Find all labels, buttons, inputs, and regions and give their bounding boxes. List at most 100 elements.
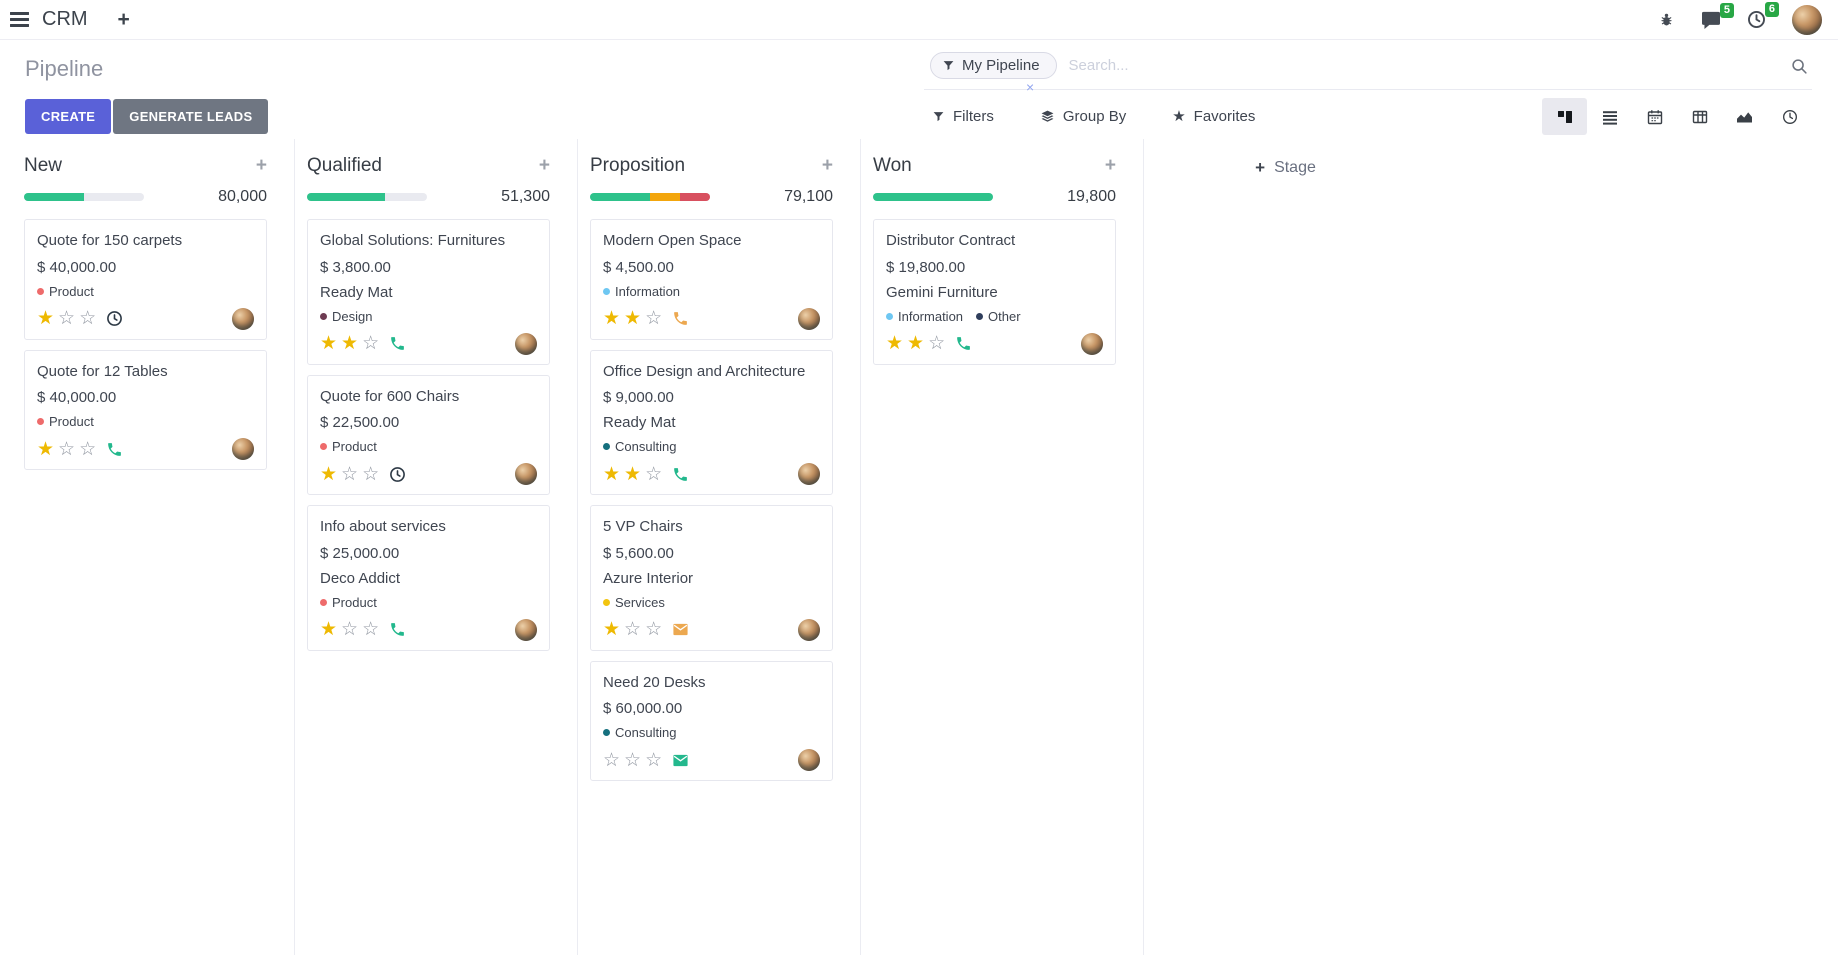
star-empty-icon[interactable]: ☆ — [624, 749, 642, 771]
kanban-card[interactable]: Distributor Contract $ 19,800.00 Gemini Fu… — [873, 219, 1116, 365]
filter-funnel-icon — [932, 110, 945, 123]
star-filled-icon[interactable]: ★ — [907, 333, 925, 354]
kanban-card[interactable]: Office Design and Architecture $ 9,000.00… — [590, 349, 833, 495]
tag-label: Product — [49, 283, 94, 299]
kanban-card[interactable]: Quote for 12 Tables $ 40,000.00 Product ★ ☆ ☆ — [24, 349, 267, 470]
tag-consulting: Consulting — [603, 439, 676, 454]
generate-leads-button[interactable]: GENERATE LEADS — [113, 99, 269, 134]
card-tags: Consulting — [603, 725, 820, 740]
add-stage-button[interactable]: + Stage — [1255, 157, 1316, 179]
star-filled-icon[interactable]: ★ — [624, 308, 642, 329]
activities-clock-icon[interactable]: 6 — [1747, 2, 1779, 29]
star-empty-icon[interactable]: ☆ — [341, 619, 359, 640]
kanban-board: New +80,000 Quote for 150 carpets $ 40,000.… — [0, 139, 1838, 955]
apps-menu-icon[interactable] — [10, 12, 29, 27]
calendar-view-button[interactable] — [1632, 98, 1677, 135]
phone-icon[interactable] — [672, 466, 689, 483]
column-quick-create-button[interactable]: + — [821, 155, 833, 176]
star-filled-icon[interactable]: ★ — [320, 619, 338, 640]
star-empty-icon[interactable]: ☆ — [58, 438, 76, 460]
favorites-menu[interactable]: ★ Favorites — [1172, 108, 1256, 125]
filters-menu[interactable]: Filters — [932, 108, 994, 125]
create-button[interactable]: CREATE — [25, 99, 112, 134]
phone-icon[interactable] — [955, 335, 972, 352]
star-filled-icon[interactable]: ★ — [603, 308, 621, 329]
tag-label: Services — [615, 594, 665, 610]
column-progressbar[interactable] — [307, 193, 427, 201]
activity-clock-icon[interactable] — [389, 466, 406, 483]
card-amount: $ 40,000.00 — [37, 258, 117, 276]
column-quick-create-button[interactable]: + — [538, 155, 550, 176]
star-empty-icon[interactable]: ☆ — [624, 619, 642, 640]
star-filled-icon[interactable]: ★ — [320, 333, 338, 354]
kanban-card[interactable]: Info about services $ 25,000.00 Deco Addic… — [307, 505, 550, 651]
user-avatar[interactable] — [1792, 4, 1822, 35]
column-progressbar[interactable] — [24, 193, 144, 201]
column-progressbar[interactable] — [590, 193, 710, 201]
column-quick-create-button[interactable]: + — [255, 155, 267, 176]
star-empty-icon[interactable]: ☆ — [362, 619, 380, 640]
star-filled-icon[interactable]: ★ — [603, 619, 621, 640]
kanban-card[interactable]: Global Solutions: Furnitures $ 3,800.00 Re… — [307, 219, 550, 365]
card-title: Distributor Contract — [886, 232, 1016, 249]
star-empty-icon[interactable]: ☆ — [79, 438, 97, 460]
card-priority-and-activity: ★ ★ ☆ — [320, 334, 406, 353]
messages-icon[interactable]: 5 — [1701, 2, 1734, 29]
star-empty-icon[interactable]: ☆ — [928, 333, 946, 354]
tag-information: Information — [886, 309, 963, 324]
star-filled-icon[interactable]: ★ — [886, 333, 904, 354]
graph-view-button[interactable] — [1722, 98, 1767, 135]
star-empty-icon[interactable]: ☆ — [58, 308, 76, 329]
star-empty-icon[interactable]: ☆ — [79, 308, 97, 329]
star-filled-icon[interactable]: ★ — [603, 463, 621, 485]
kanban-column-won: Won +19,800 Distributor Contract $ 19,800.0… — [861, 139, 1144, 955]
email-icon[interactable] — [672, 752, 689, 769]
phone-icon[interactable] — [389, 621, 406, 638]
tag-information: Information — [603, 284, 680, 299]
star-filled-icon[interactable]: ★ — [341, 333, 359, 354]
list-view-button[interactable] — [1587, 98, 1632, 135]
kanban-column-new: New +80,000 Quote for 150 carpets $ 40,000.… — [12, 139, 295, 955]
card-amount: $ 9,000.00 — [603, 389, 674, 406]
pivot-view-button[interactable] — [1677, 98, 1722, 135]
star-empty-icon[interactable]: ☆ — [341, 463, 359, 485]
activity-clock-icon[interactable] — [106, 310, 123, 327]
app-name[interactable]: CRM — [42, 8, 88, 30]
calendar-view-icon — [1647, 109, 1662, 124]
tag-label: Other — [988, 308, 1021, 324]
email-icon[interactable] — [672, 621, 689, 638]
debug-bug-icon[interactable] — [1658, 11, 1675, 28]
column-progressbar[interactable] — [873, 193, 993, 201]
star-empty-icon[interactable]: ☆ — [362, 333, 380, 354]
phone-icon[interactable] — [672, 310, 689, 327]
group-by-menu[interactable]: Group By — [1040, 108, 1126, 125]
star-empty-icon[interactable]: ☆ — [362, 463, 380, 485]
search-input[interactable] — [1066, 56, 1782, 75]
star-empty-icon[interactable]: ☆ — [645, 619, 663, 640]
card-title: 5 VP Chairs — [603, 518, 683, 535]
column-quick-create-button[interactable]: + — [1104, 155, 1116, 176]
activity-view-button[interactable] — [1767, 98, 1812, 135]
star-filled-icon[interactable]: ★ — [37, 308, 55, 329]
kanban-card[interactable]: Quote for 150 carpets $ 40,000.00 Product ★… — [24, 219, 267, 340]
phone-icon[interactable] — [106, 441, 123, 458]
star-filled-icon[interactable]: ★ — [624, 463, 642, 485]
column-progress-row: 19,800 — [873, 188, 1116, 206]
kanban-card[interactable]: Need 20 Desks $ 60,000.00 Consulting ☆ ☆ ☆ — [590, 660, 833, 781]
salesperson-avatar — [1081, 332, 1103, 355]
star-empty-icon[interactable]: ☆ — [645, 463, 663, 485]
star-empty-icon[interactable]: ☆ — [645, 308, 663, 329]
star-filled-icon[interactable]: ★ — [37, 438, 55, 460]
facet-remove-icon[interactable]: × — [1026, 79, 1035, 95]
kanban-card[interactable]: Quote for 600 Chairs $ 22,500.00 Product ★ ☆… — [307, 374, 550, 495]
star-empty-icon[interactable]: ☆ — [645, 749, 663, 771]
search-icon[interactable] — [1791, 58, 1808, 75]
new-window-plus-icon[interactable]: + — [117, 7, 130, 31]
card-partner: Gemini Furniture — [886, 283, 998, 301]
star-filled-icon[interactable]: ★ — [320, 463, 338, 485]
star-empty-icon[interactable]: ☆ — [603, 749, 621, 771]
kanban-card[interactable]: 5 VP Chairs $ 5,600.00 Azure Interior Servi… — [590, 505, 833, 651]
kanban-view-button[interactable] — [1542, 98, 1587, 135]
kanban-card[interactable]: Modern Open Space $ 4,500.00 Information ★ ★… — [590, 219, 833, 340]
phone-icon[interactable] — [389, 335, 406, 352]
